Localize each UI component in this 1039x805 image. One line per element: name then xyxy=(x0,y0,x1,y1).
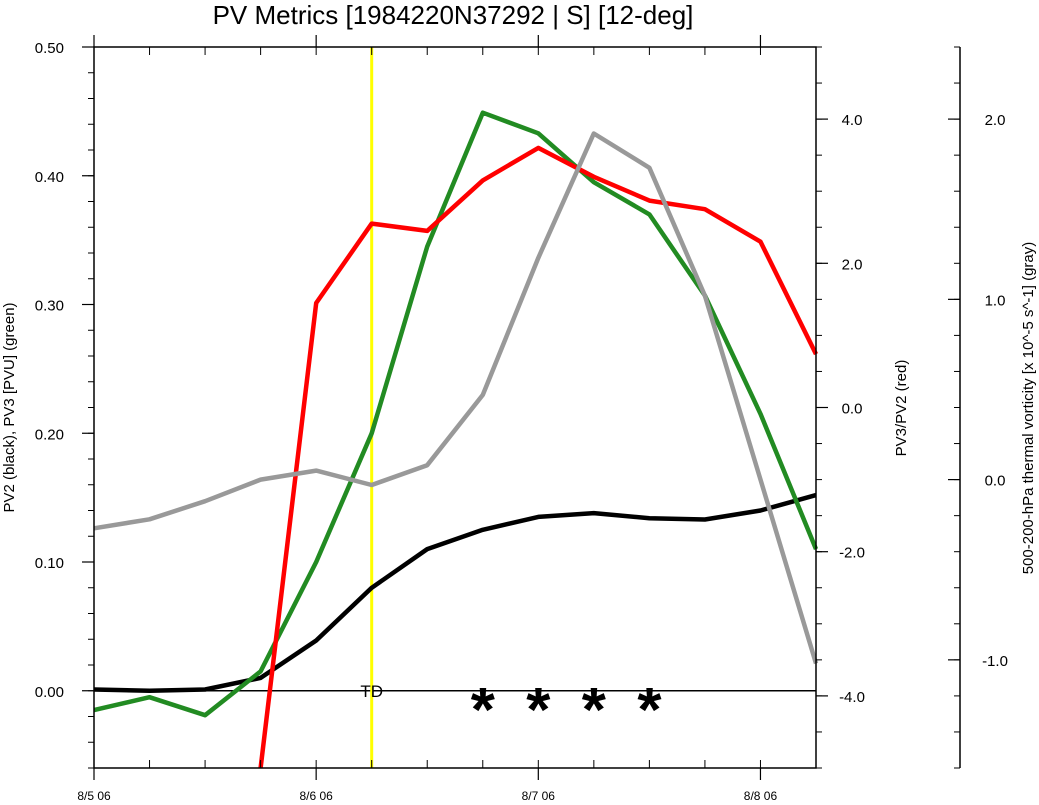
left-axis-label: PV2 (black), PV3 [PVU] (green) xyxy=(1,302,18,512)
plot-under-layer xyxy=(94,47,816,768)
right-tick-label: -4.0 xyxy=(839,689,865,706)
plot-frame xyxy=(93,46,817,769)
far-right-tick-label: -1.0 xyxy=(982,653,1008,670)
left-tick-label: 0.50 xyxy=(35,40,64,57)
pv2-black-line xyxy=(93,492,817,694)
star-marker: * xyxy=(471,676,496,745)
series-layer xyxy=(93,110,819,769)
star-marker: * xyxy=(526,676,551,745)
right-tick-label: 4.0 xyxy=(842,112,863,129)
right-axis-label: PV3/PV2 (red) xyxy=(893,360,910,457)
td-label: TD xyxy=(360,682,383,701)
x-tick-label: 8/6 06 xyxy=(299,789,333,803)
thermal-vorticity-gray-line xyxy=(93,131,819,665)
far-right-tick-label: 0.0 xyxy=(985,473,1006,490)
right-tick-label: -2.0 xyxy=(839,545,865,562)
x-tick-label: 8/7 06 xyxy=(522,789,556,803)
frame-layer: 0.00 0.10 0.20 0.30 0.40 0.50 PV2 (black), PV3… xyxy=(1,35,1037,803)
left-tick-label: 0.20 xyxy=(35,426,64,443)
chart-title: PV Metrics [1984220N37292 | S] [12-deg] xyxy=(213,0,694,30)
pv3-green-line xyxy=(93,110,819,718)
left-tick-label: 0.10 xyxy=(35,555,64,572)
left-tick-label: 0.00 xyxy=(35,684,64,701)
far-right-tick-label: 1.0 xyxy=(985,292,1006,309)
star-marker: * xyxy=(582,676,607,745)
far-right-axis-label: 500-200-hPa thermal vorticity [x 10^-5 s… xyxy=(1020,242,1037,575)
x-tick-label: 8/5 06 xyxy=(77,789,111,803)
annotation-layer: TD * * * * xyxy=(360,676,662,745)
left-tick-label: 0.30 xyxy=(35,298,64,315)
right-tick-label: 2.0 xyxy=(842,256,863,273)
x-tick-label: 8/8 06 xyxy=(744,789,778,803)
pv-ratio-red-line xyxy=(258,145,819,769)
star-marker: * xyxy=(637,676,662,745)
right-tick-label: 0.0 xyxy=(842,401,863,418)
left-tick-label: 0.40 xyxy=(35,169,64,186)
far-right-tick-label: 2.0 xyxy=(985,112,1006,129)
